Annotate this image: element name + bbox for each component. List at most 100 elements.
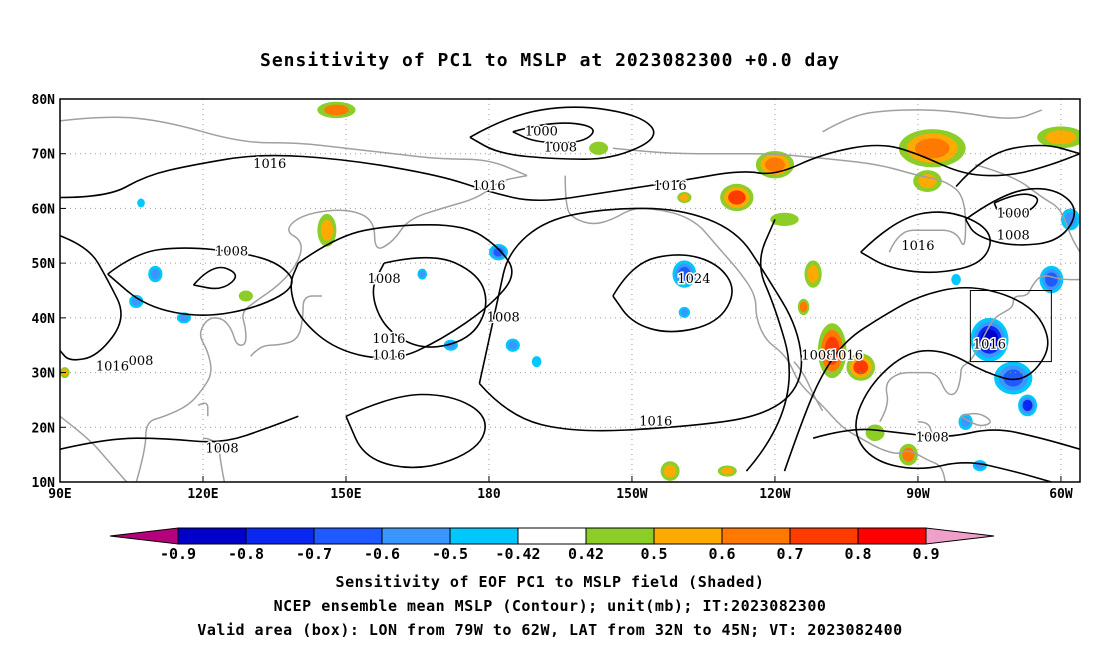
contour-label: 1016 [253,157,286,172]
coastline [879,275,1080,423]
shaded-region [179,314,189,322]
contour-label: 1000 [997,206,1030,221]
shaded-region [902,447,915,462]
colorbar-label: -0.7 [296,545,332,563]
coastline [60,415,128,482]
mslp-contour [290,223,513,359]
y-tick-label: 80N [32,93,56,108]
y-axis-ticks: 10N 20N 30N 40N 50N 60N 70N 80N [32,93,66,491]
shaded-region [807,265,819,283]
coastline [974,163,1080,253]
coastline [960,412,991,427]
shaded-region [728,190,746,205]
contour-label: 1008 [916,431,949,446]
colorbar-label: 0.5 [640,545,667,563]
shaded-region [1003,369,1024,387]
shaded-region [419,270,426,278]
contour-label: 1016 [472,179,505,194]
shaded-region [1045,272,1058,287]
contour-label: 1016 [372,349,405,364]
contour-label: 1024 [677,272,710,287]
contour-label: 1016 [654,179,687,194]
coastline [60,116,528,177]
y-tick-label: 10N [32,476,56,491]
shaded-region [865,424,885,441]
mslp-contour [612,254,733,333]
mslp-contour [512,122,594,144]
plot-frame [59,98,1081,483]
contour-label: 1008 [368,272,401,287]
colorbar-label: 0.9 [912,545,939,563]
contour-label: 1016 [830,349,863,364]
shaded-region [679,193,689,201]
mslp-contour [955,144,1080,188]
mslp-contour [860,211,991,274]
contour-label: 1016 [639,414,672,429]
x-tick-label: 120W [759,487,790,502]
contour-label: 1008 [544,141,577,156]
x-tick-label: 60W [1049,487,1073,502]
y-tick-label: 30N [32,367,56,382]
mslp-contour [60,144,1080,202]
contour-label: 1008 [487,310,520,325]
mslp-contour [964,187,1076,246]
y-tick-label: 50N [32,257,56,272]
contour-label: 1008 [206,442,239,457]
colorbar-label: -0.8 [228,545,264,563]
colorbar-label: -0.5 [432,545,468,563]
colorbar-segment [245,527,315,545]
contour-label: 1000 [525,124,558,139]
caption-line-2: NCEP ensemble mean MSLP (Contour); unit(… [273,597,827,615]
colorbar-max-arrow [925,527,995,545]
colorbar-label: 0.6 [708,545,735,563]
colorbar-segment [517,527,587,545]
mslp-contour [478,207,803,432]
shaded-region [663,464,677,478]
colorbar-segment [789,527,859,545]
x-tick-label: 180 [477,487,501,502]
contour-label: 1016 [901,239,934,254]
coastline [917,421,933,439]
valid-area-box [969,290,1052,363]
shaded-region [770,212,799,226]
colorbar-segment [653,527,723,545]
colorbar-segment [381,527,451,545]
shaded-region [493,247,504,257]
shaded-region [589,141,609,155]
lat-lon-grid [60,99,1080,482]
shaded-region [799,301,808,313]
mslp-contour [745,219,790,472]
colorbar-min-arrow [109,527,179,545]
shaded-region [1022,399,1033,412]
colorbar-segment [449,527,519,545]
contour-label: 1008 [801,349,834,364]
mslp-contour [107,247,293,316]
shaded-region [961,416,971,428]
colorbar-label: -0.42 [495,545,540,563]
y-tick-label: 60N [32,202,56,217]
y-tick-label: 20N [32,421,56,436]
mslp-contour [993,193,1039,215]
colorbar-segment [313,527,383,545]
mslp-contours [60,106,1080,482]
shaded-region [824,336,840,365]
coastline [250,295,323,357]
y-tick-label: 70N [32,148,56,163]
colorbar-label: 0.8 [844,545,871,563]
contour-label: 008 [129,354,154,369]
coastline [197,402,209,417]
colorbar-label: 0.7 [776,545,803,563]
shaded-region [678,266,691,282]
x-tick-label: 150E [330,487,361,502]
colorbar-segment [857,527,927,545]
shaded-region [320,219,334,241]
coastline [564,175,947,482]
contour-label: 1016 [973,338,1006,353]
coastline [822,109,1043,133]
shaded-region [324,104,349,116]
coastline [135,174,528,482]
colorbar-segment [721,527,791,545]
contour-label: 1016 [96,360,129,375]
x-axis-ticks: 90E 120E 150E 180 150W 120W 90W 60W [48,476,1073,502]
mslp-contour [783,286,1052,482]
